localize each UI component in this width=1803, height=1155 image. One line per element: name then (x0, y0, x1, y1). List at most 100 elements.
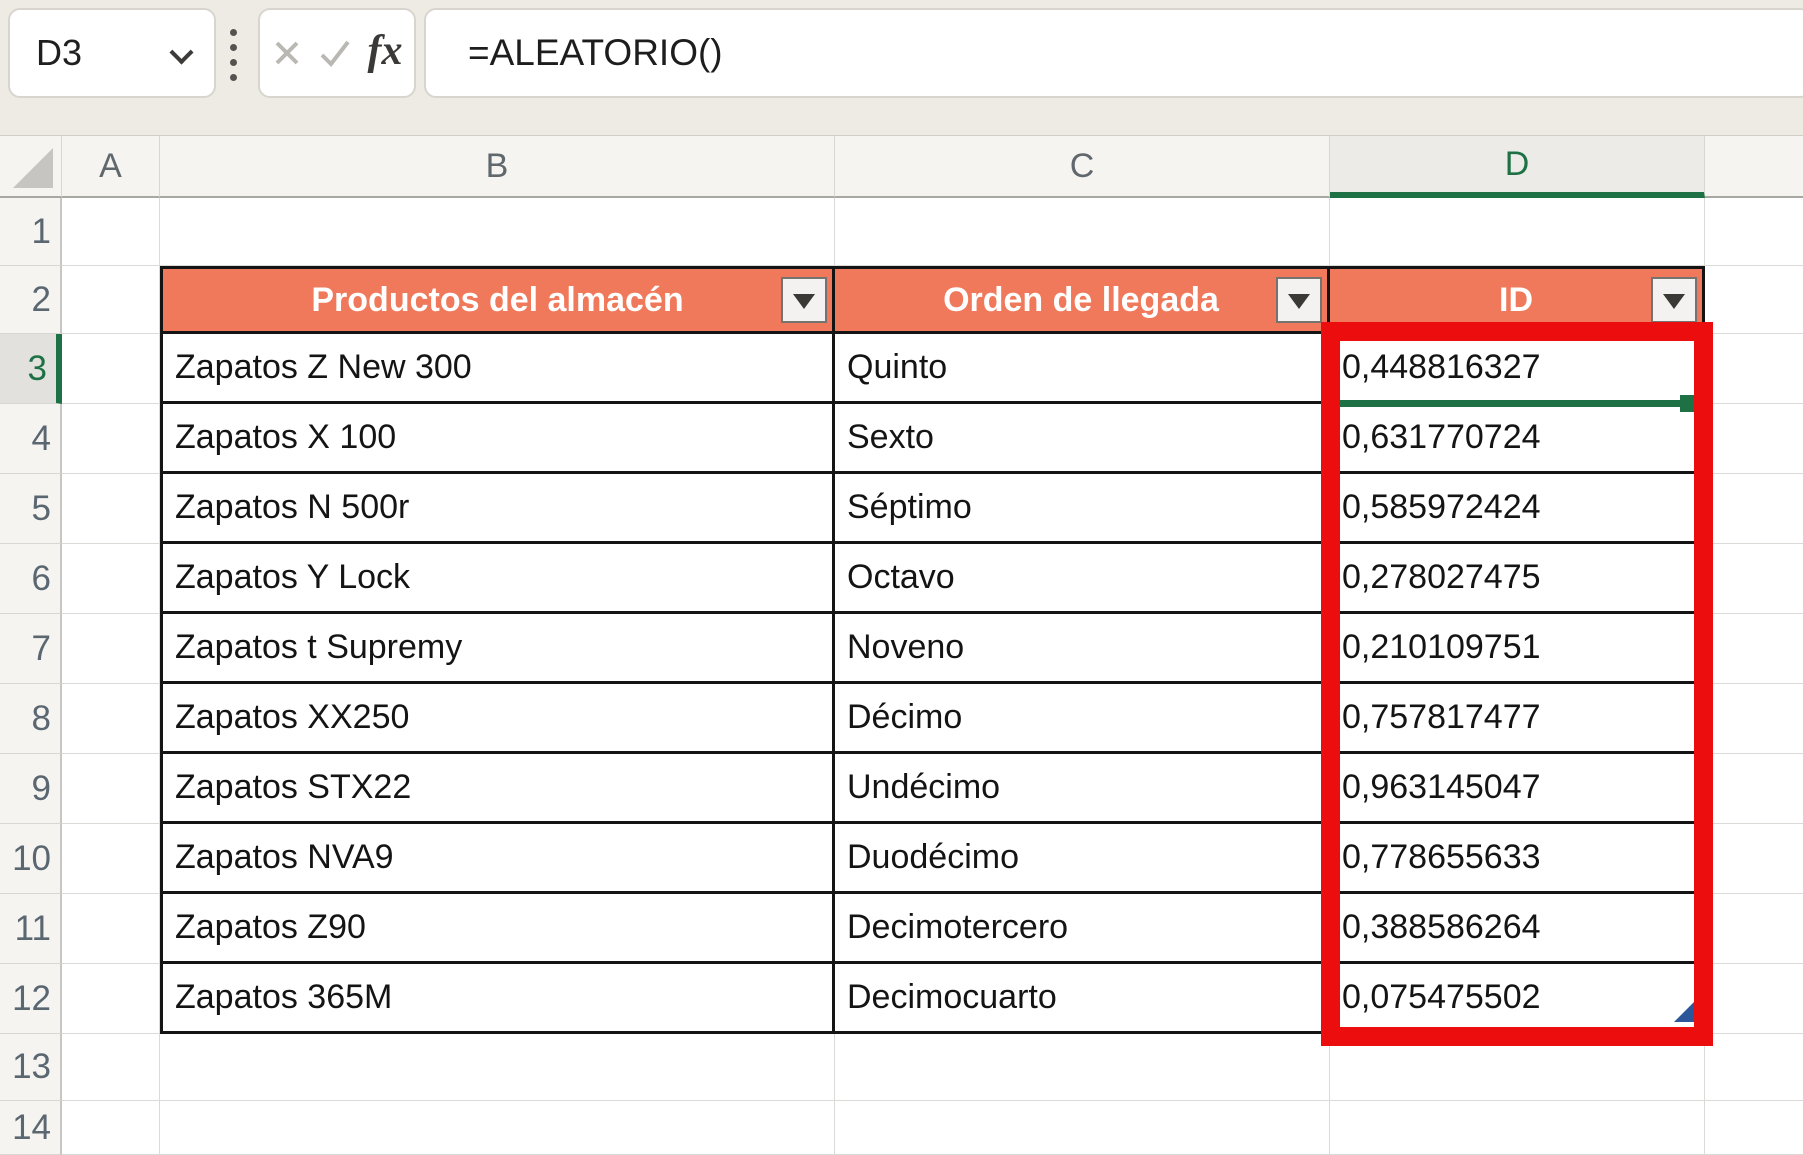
row-header-12[interactable]: 12 (0, 964, 62, 1034)
cell-C1[interactable] (835, 198, 1330, 266)
row-header-13[interactable]: 13 (0, 1034, 62, 1101)
cell-E8[interactable] (1705, 684, 1803, 754)
cell-E2[interactable] (1705, 266, 1803, 334)
cell-B10[interactable]: Zapatos NVA9 (160, 824, 835, 894)
cell-E12[interactable] (1705, 964, 1803, 1034)
cell-A13[interactable] (62, 1034, 160, 1101)
cell-D12[interactable]: 0,075475502 (1330, 964, 1705, 1034)
cell-D1[interactable] (1330, 198, 1705, 266)
cell-C12[interactable]: Decimocuarto (835, 964, 1330, 1034)
cell-A8[interactable] (62, 684, 160, 754)
col-header-E[interactable] (1705, 136, 1803, 198)
row-header-3[interactable]: 3 (0, 334, 62, 404)
table-resize-handle[interactable] (1674, 1001, 1695, 1022)
row-header-11[interactable]: 11 (0, 894, 62, 964)
cell-B11[interactable]: Zapatos Z90 (160, 894, 835, 964)
select-all-corner[interactable] (0, 136, 62, 198)
cell-B8[interactable]: Zapatos XX250 (160, 684, 835, 754)
cell-A2[interactable] (62, 266, 160, 334)
fill-handle[interactable] (1680, 395, 1697, 412)
cell-E13[interactable] (1705, 1034, 1803, 1101)
cell-B4[interactable]: Zapatos X 100 (160, 404, 835, 474)
cell-E1[interactable] (1705, 198, 1803, 266)
row-header-8[interactable]: 8 (0, 684, 62, 754)
col-header-A[interactable]: A (62, 136, 160, 198)
cell-B9[interactable]: Zapatos STX22 (160, 754, 835, 824)
col-header-D[interactable]: D (1330, 136, 1705, 198)
cell-C10[interactable]: Duodécimo (835, 824, 1330, 894)
cell-E7[interactable] (1705, 614, 1803, 684)
cell-C13[interactable] (835, 1034, 1330, 1101)
cell-D10[interactable]: 0,778655633 (1330, 824, 1705, 894)
filter-button-B[interactable] (781, 277, 827, 323)
cell-A5[interactable] (62, 474, 160, 544)
col-header-C[interactable]: C (835, 136, 1330, 198)
row-header-1[interactable]: 1 (0, 198, 62, 266)
cell-C8[interactable]: Décimo (835, 684, 1330, 754)
formula-input[interactable]: =ALEATORIO() (468, 32, 723, 73)
cell-D5[interactable]: 0,585972424 (1330, 474, 1705, 544)
cell-A3[interactable] (62, 334, 160, 404)
filter-button-D[interactable] (1651, 277, 1697, 323)
chevron-down-icon[interactable] (169, 40, 194, 65)
row-header-14[interactable]: 14 (0, 1101, 62, 1155)
row-header-7[interactable]: 7 (0, 614, 62, 684)
cell-A11[interactable] (62, 894, 160, 964)
cell-D11[interactable]: 0,388586264 (1330, 894, 1705, 964)
cancel-icon[interactable] (272, 38, 302, 68)
cell-B12[interactable]: Zapatos 365M (160, 964, 835, 1034)
cell-D8[interactable]: 0,757817477 (1330, 684, 1705, 754)
cell-B13[interactable] (160, 1034, 835, 1101)
cell-B6[interactable]: Zapatos Y Lock (160, 544, 835, 614)
row-header-9[interactable]: 9 (0, 754, 62, 824)
row-header-10[interactable]: 10 (0, 824, 62, 894)
table-header-B2[interactable]: Productos del almacén (160, 266, 835, 334)
cell-E5[interactable] (1705, 474, 1803, 544)
cell-A6[interactable] (62, 544, 160, 614)
table-header-C2[interactable]: Orden de llegada (835, 266, 1330, 334)
cell-A14[interactable] (62, 1101, 160, 1155)
filter-arrow-icon (1288, 294, 1310, 309)
cell-C14[interactable] (835, 1101, 1330, 1155)
cell-D7[interactable]: 0,210109751 (1330, 614, 1705, 684)
table-header-label: Productos del almacén (311, 280, 684, 319)
row-header-5[interactable]: 5 (0, 474, 62, 544)
filter-button-C[interactable] (1276, 277, 1322, 323)
cell-E6[interactable] (1705, 544, 1803, 614)
cell-B5[interactable]: Zapatos N 500r (160, 474, 835, 544)
col-header-B[interactable]: B (160, 136, 835, 198)
cell-E9[interactable] (1705, 754, 1803, 824)
cell-B3[interactable]: Zapatos Z New 300 (160, 334, 835, 404)
name-box[interactable]: D3 (8, 8, 216, 98)
insert-function-icon[interactable]: fx (367, 28, 403, 74)
cell-C4[interactable]: Sexto (835, 404, 1330, 474)
cell-E3[interactable] (1705, 334, 1803, 404)
cell-C5[interactable]: Séptimo (835, 474, 1330, 544)
cell-A1[interactable] (62, 198, 160, 266)
row-header-6[interactable]: 6 (0, 544, 62, 614)
cell-A12[interactable] (62, 964, 160, 1034)
row-header-4[interactable]: 4 (0, 404, 62, 474)
cell-C7[interactable]: Noveno (835, 614, 1330, 684)
cell-E14[interactable] (1705, 1101, 1803, 1155)
cell-E4[interactable] (1705, 404, 1803, 474)
cell-C9[interactable]: Undécimo (835, 754, 1330, 824)
cell-C6[interactable]: Octavo (835, 544, 1330, 614)
enter-check-icon[interactable] (318, 38, 352, 68)
cell-D6[interactable]: 0,278027475 (1330, 544, 1705, 614)
cell-E11[interactable] (1705, 894, 1803, 964)
cell-E10[interactable] (1705, 824, 1803, 894)
cell-B14[interactable] (160, 1101, 835, 1155)
cell-C11[interactable]: Decimotercero (835, 894, 1330, 964)
formula-bar[interactable]: =ALEATORIO() (424, 8, 1803, 98)
cell-D9[interactable]: 0,963145047 (1330, 754, 1705, 824)
cell-B7[interactable]: Zapatos t Supremy (160, 614, 835, 684)
cell-A7[interactable] (62, 614, 160, 684)
cell-D14[interactable] (1330, 1101, 1705, 1155)
cell-A9[interactable] (62, 754, 160, 824)
cell-A4[interactable] (62, 404, 160, 474)
cell-C3[interactable]: Quinto (835, 334, 1330, 404)
row-header-2[interactable]: 2 (0, 266, 62, 334)
cell-A10[interactable] (62, 824, 160, 894)
cell-B1[interactable] (160, 198, 835, 266)
